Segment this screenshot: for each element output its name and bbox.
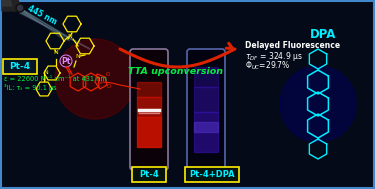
Text: $\tau_{DF}$ = 324.9 μs: $\tau_{DF}$ = 324.9 μs (245, 50, 303, 63)
Text: N: N (76, 53, 80, 59)
Bar (194, 112, 218, 152)
Circle shape (18, 5, 22, 11)
Text: N: N (98, 80, 102, 84)
Text: $\Phi_{UC}$=29.7%: $\Phi_{UC}$=29.7% (245, 59, 290, 71)
Polygon shape (2, 0, 22, 11)
Text: ³IL: τₜ = 90.1 μs: ³IL: τₜ = 90.1 μs (4, 84, 57, 91)
Text: Pt-4: Pt-4 (9, 62, 31, 71)
Circle shape (55, 39, 135, 119)
Text: Delayed Fluorescence: Delayed Fluorescence (245, 41, 340, 50)
Polygon shape (2, 0, 12, 6)
Circle shape (16, 4, 24, 12)
Bar (137, 97, 161, 117)
Text: 445 nm: 445 nm (26, 4, 58, 26)
Bar (194, 122, 218, 132)
Text: N: N (68, 35, 72, 40)
Polygon shape (20, 8, 70, 41)
FancyBboxPatch shape (187, 49, 225, 170)
Bar (137, 117, 161, 147)
Circle shape (280, 66, 356, 142)
Text: Pt-4: Pt-4 (139, 170, 159, 179)
Text: N: N (54, 50, 58, 56)
FancyBboxPatch shape (132, 167, 166, 182)
FancyBboxPatch shape (130, 49, 168, 170)
Text: N: N (44, 70, 48, 75)
FancyBboxPatch shape (3, 59, 37, 74)
Text: DPA: DPA (310, 28, 336, 40)
Text: ε = 22600 M⁻¹ cm⁻¹ at 431 nm: ε = 22600 M⁻¹ cm⁻¹ at 431 nm (4, 76, 107, 82)
Polygon shape (20, 8, 90, 49)
Text: TTA upconversion: TTA upconversion (129, 67, 224, 75)
Bar (194, 67, 218, 87)
Text: Pt-4+DPA: Pt-4+DPA (189, 170, 235, 179)
Bar (194, 87, 218, 112)
FancyBboxPatch shape (185, 167, 239, 182)
Text: Pt: Pt (62, 57, 70, 66)
Text: O: O (106, 73, 110, 77)
Text: O: O (107, 84, 111, 90)
Bar (137, 82, 161, 97)
